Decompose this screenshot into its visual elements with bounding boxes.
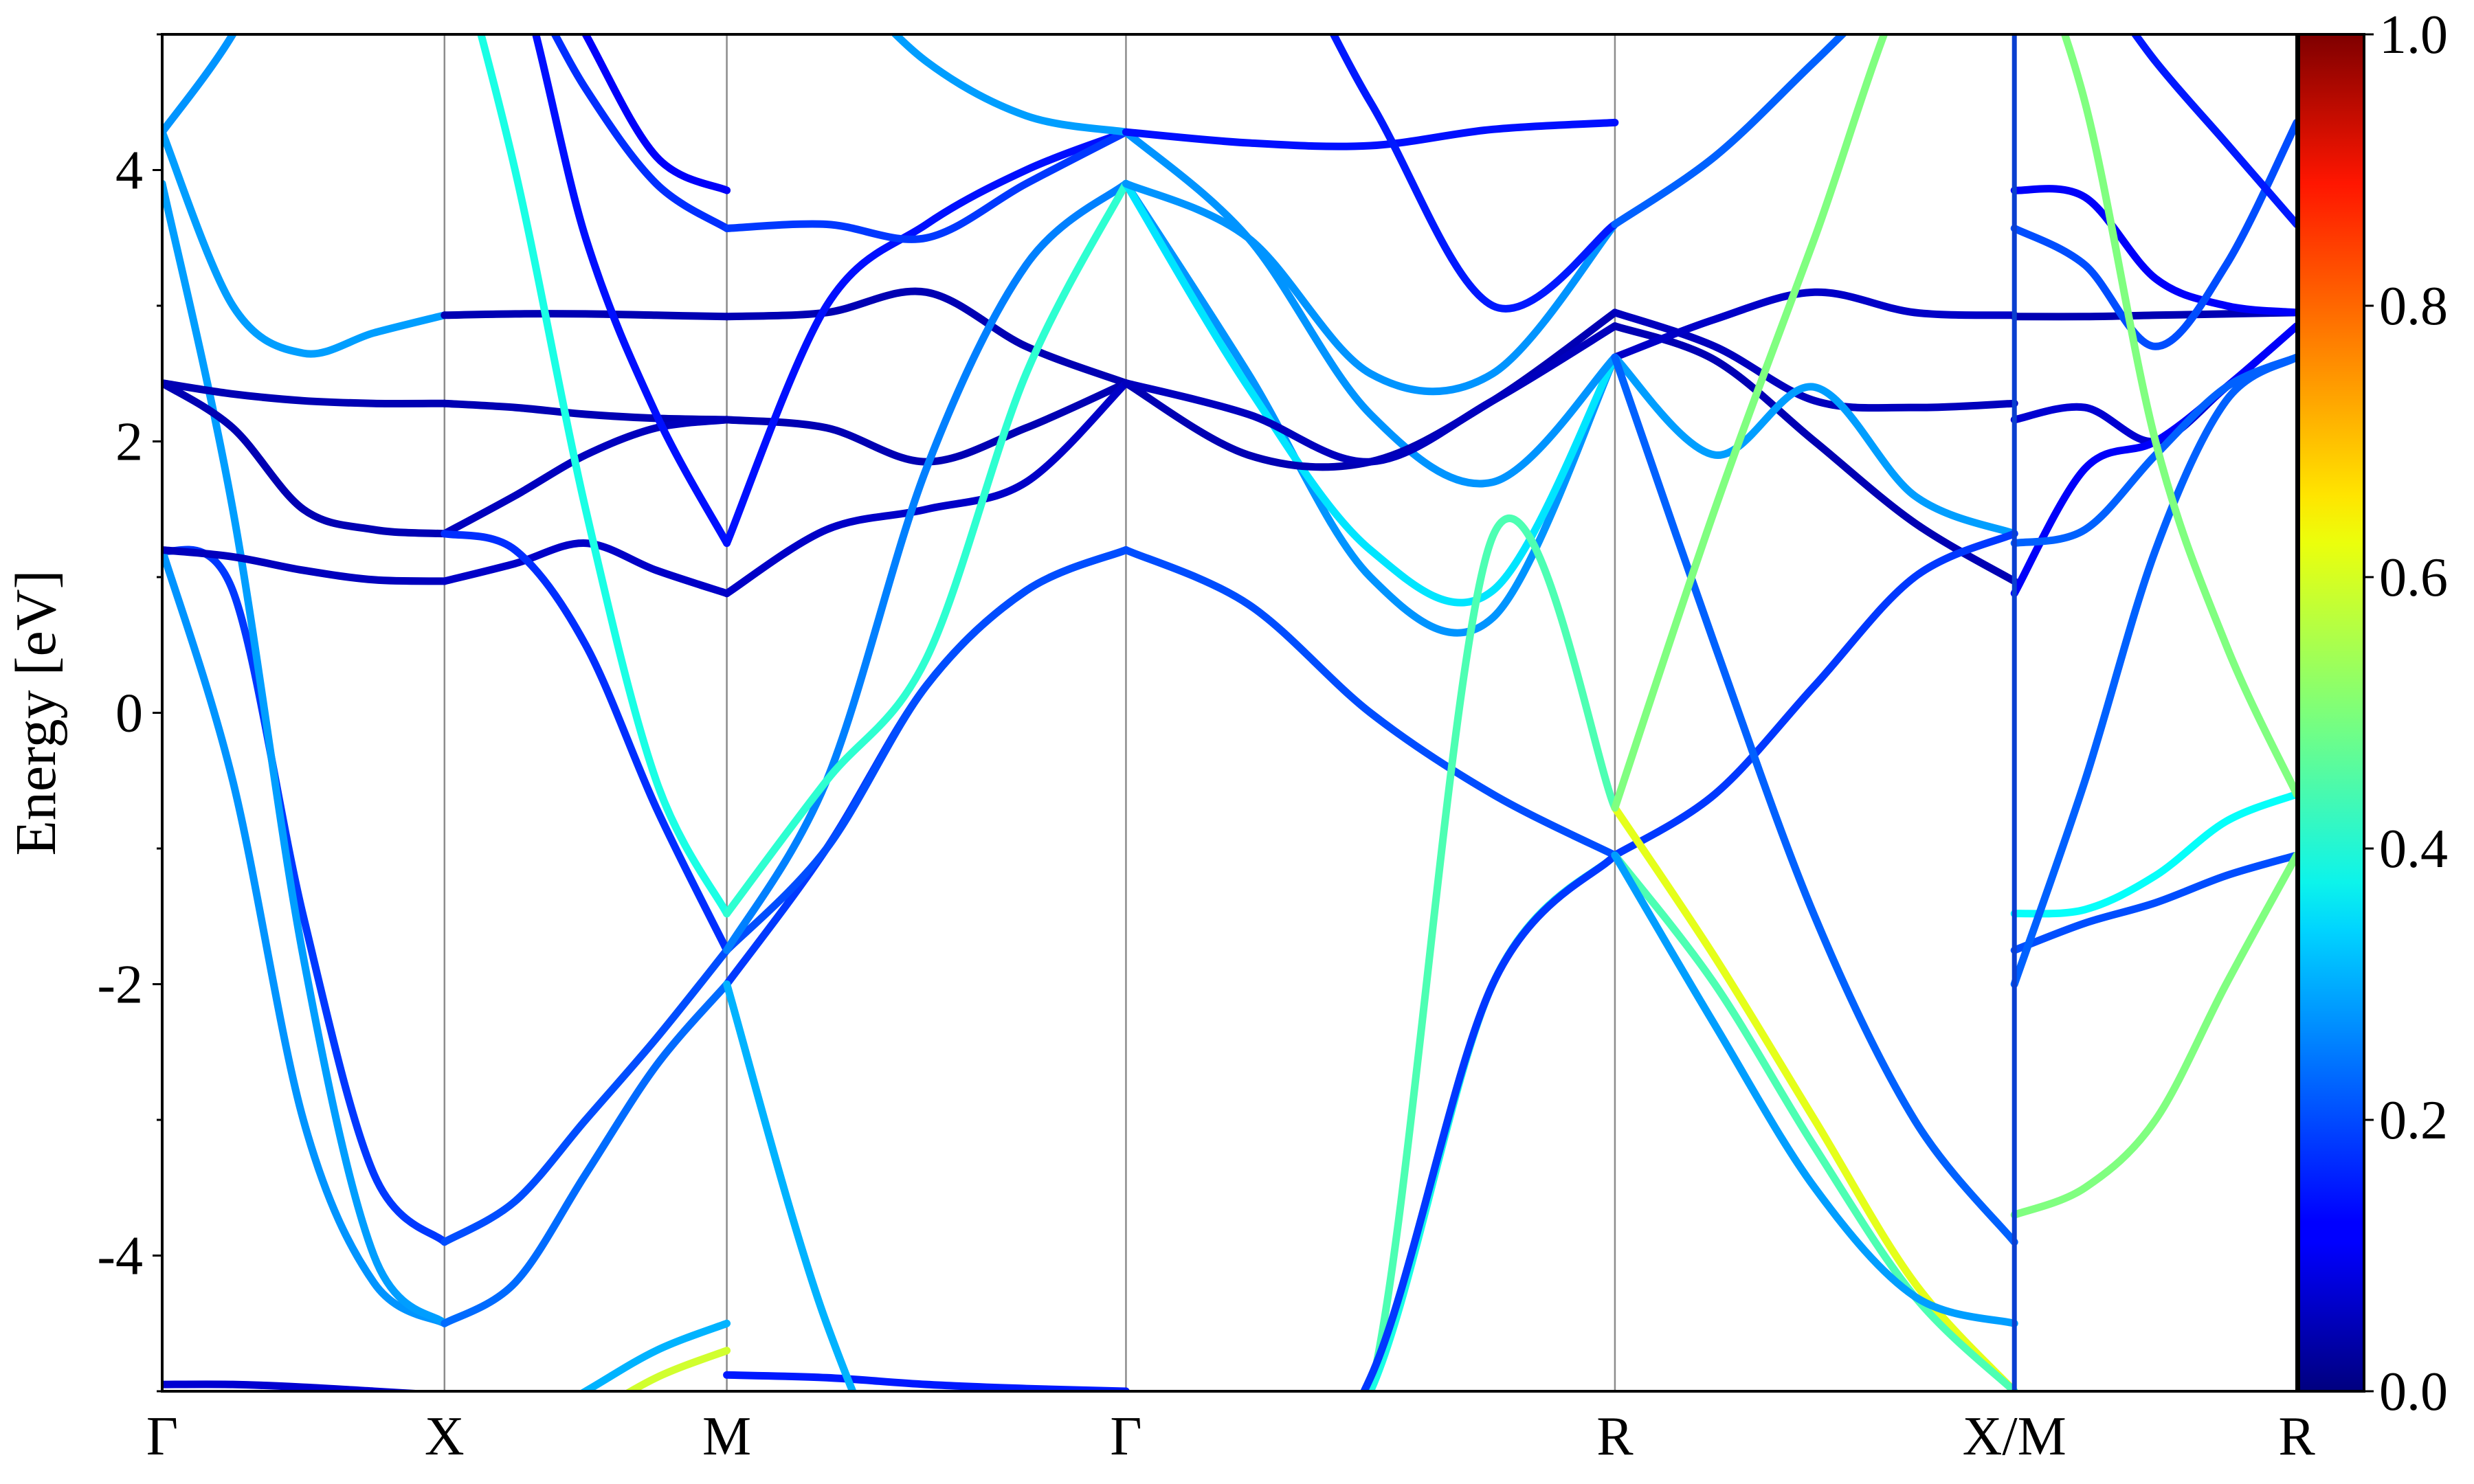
- band-lines: [162, 34, 2297, 1391]
- x-tick-label: Γ: [146, 1406, 178, 1467]
- band-line: [1611, 804, 2018, 1391]
- x-tick-label: X/M: [1963, 1406, 2066, 1467]
- band-line: [581, 34, 731, 194]
- band-line: [723, 128, 1130, 243]
- band-line: [1611, 322, 2018, 585]
- band-line: [623, 1347, 731, 1391]
- band-line: [162, 179, 449, 1327]
- x-tick-label: R: [2278, 1406, 2315, 1467]
- band-line: [162, 379, 449, 408]
- band-line: [2010, 353, 2297, 988]
- band-line: [1611, 851, 2018, 1327]
- band-line: [2010, 118, 2297, 350]
- band-line: [2010, 851, 2297, 954]
- band-line: [532, 34, 731, 548]
- band-line: [723, 287, 1130, 387]
- band-line: [1611, 353, 2018, 538]
- band-line: [1122, 322, 1619, 466]
- band-line: [441, 310, 731, 321]
- colorbar-tick-label: 0.8: [2379, 276, 2448, 337]
- band-line: [441, 946, 731, 1246]
- band-line: [162, 379, 449, 538]
- band-line: [2010, 308, 2297, 321]
- band-line: [723, 980, 857, 1391]
- band-line: [441, 539, 731, 598]
- band-line: [162, 546, 449, 1327]
- band-line: [162, 546, 449, 585]
- y-axis-label: Energy [eV]: [4, 570, 68, 856]
- x-tick-label: M: [702, 1406, 751, 1467]
- band-line: [162, 546, 449, 1246]
- band-line: [2060, 34, 2297, 798]
- y-tick-label: -4: [97, 1226, 143, 1287]
- band-line: [578, 1319, 731, 1391]
- band-line: [441, 980, 731, 1327]
- band-line: [477, 34, 731, 918]
- band-line: [162, 34, 238, 136]
- colorbar-tick-label: 0.2: [2379, 1090, 2448, 1151]
- colorbar-tick-label: 0.4: [2379, 819, 2448, 879]
- x-tick-label: X: [425, 1406, 465, 1467]
- band-line: [441, 530, 731, 954]
- band-line: [890, 34, 1130, 136]
- colorbar-ticks: 0.0 0.2 0.4 0.6 0.8 1.0: [2364, 5, 2448, 1422]
- band-line: [441, 416, 731, 538]
- band-line: [723, 179, 1130, 918]
- band-line: [162, 1380, 441, 1391]
- band-line: [1611, 34, 1848, 228]
- colorbar-tick-label: 1.0: [2379, 5, 2448, 65]
- y-tick-label: 2: [115, 412, 143, 473]
- band-line: [1366, 515, 1619, 1391]
- band-line: [1611, 530, 2018, 859]
- band-line: [1122, 118, 1619, 150]
- band-line: [2010, 790, 2297, 918]
- y-axis: -4 -2 0 2 4: [97, 33, 162, 1393]
- band-line: [1611, 34, 1888, 812]
- band-line: [1359, 851, 1619, 1391]
- band-line: [2130, 34, 2297, 228]
- colorbar: 0.0 0.2 0.4 0.6 0.8 1.0: [2297, 5, 2448, 1422]
- band-line: [723, 546, 1130, 954]
- band-line: [1329, 34, 1619, 313]
- band-line: [1611, 288, 2018, 361]
- colorbar-gradient: [2297, 33, 2365, 1393]
- x-axis: Γ X M Γ R X/M R: [146, 1406, 2315, 1467]
- band-line: [1122, 546, 1619, 859]
- colorbar-tick-label: 0.0: [2379, 1362, 2448, 1422]
- x-tick-label: Γ: [1110, 1406, 1141, 1467]
- band-line: [2010, 851, 2297, 1219]
- band-line: [1122, 128, 1619, 488]
- plot-area: [162, 34, 2297, 1391]
- band-line: [441, 399, 731, 424]
- band-line: [723, 179, 1130, 954]
- x-tick-label: R: [1596, 1406, 1634, 1467]
- band-line: [1122, 179, 1619, 637]
- band-line: [1611, 353, 2018, 1246]
- band-line: [1611, 851, 2018, 1391]
- band-line: [1122, 179, 1619, 607]
- band-line: [162, 128, 449, 358]
- band-line: [723, 379, 1130, 598]
- band-line: [550, 34, 731, 232]
- y-tick-label: 0: [115, 684, 143, 744]
- band-line: [723, 1371, 1130, 1391]
- y-tick-label: 4: [115, 141, 143, 201]
- colorbar-tick-label: 0.6: [2379, 548, 2448, 608]
- band-line: [2010, 185, 2297, 317]
- y-tick-label: -2: [97, 955, 143, 1015]
- band-line: [1122, 179, 1619, 396]
